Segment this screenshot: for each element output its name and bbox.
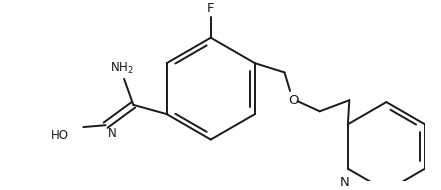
Text: N: N — [108, 127, 116, 140]
Text: O: O — [288, 94, 299, 107]
Text: F: F — [207, 2, 214, 15]
Text: HO: HO — [51, 129, 68, 142]
Text: N: N — [340, 176, 350, 189]
Text: NH$_2$: NH$_2$ — [110, 61, 134, 76]
